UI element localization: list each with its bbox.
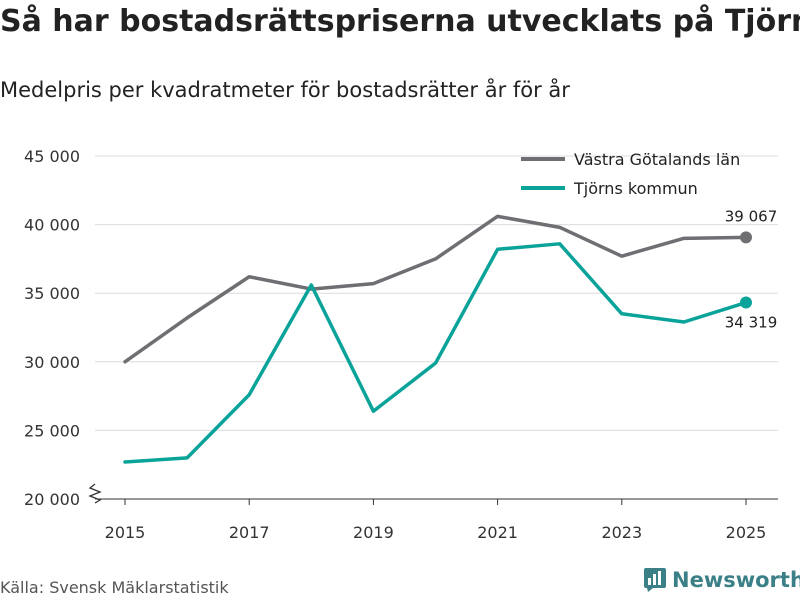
legend-label: Tjörns kommun: [573, 179, 698, 198]
x-axis: 2015 2017 2019 2021 2023 2025: [88, 483, 778, 542]
y-axis: 20 000 25 000 30 000 35 000 40 000 45 000: [24, 147, 80, 509]
y-tick-label: 35 000: [24, 284, 80, 303]
series-line: [123, 214, 748, 364]
legend: Västra Götalands län Tjörns kommun: [521, 150, 740, 198]
newsworthy-icon: [644, 568, 666, 592]
x-tick-label: 2017: [229, 523, 270, 542]
y-tick-label: 30 000: [24, 353, 80, 372]
grid-lines: [95, 155, 778, 431]
end-point: [740, 296, 752, 309]
brand-logo: Newsworthy: [644, 568, 800, 592]
y-tick-label: 20 000: [24, 490, 80, 509]
end-point: [740, 231, 752, 244]
chart-subtitle: Medelpris per kvadratmeter för bostadsrä…: [0, 78, 570, 102]
end-value-label: 34 319: [725, 314, 778, 332]
end-value-label: 39 067: [725, 207, 778, 225]
legend-label: Västra Götalands län: [574, 150, 740, 169]
source-note: Källa: Svensk Mäklarstatistik: [0, 578, 229, 597]
y-tick-label: 40 000: [24, 216, 80, 235]
x-tick-label: 2025: [726, 523, 767, 542]
series-line: [123, 242, 748, 464]
y-tick-label: 45 000: [24, 147, 80, 166]
y-tick-label: 25 000: [24, 421, 80, 440]
series-lines: 39 067 34 319: [123, 207, 778, 464]
chart-title: Så har bostadsrättspriserna utvecklats p…: [0, 4, 800, 39]
x-tick-label: 2019: [353, 523, 394, 542]
brand-name: Newsworthy: [672, 568, 800, 592]
x-tick-label: 2023: [601, 523, 642, 542]
x-tick-label: 2021: [477, 523, 518, 542]
x-tick-label: 2015: [105, 523, 146, 542]
axis-break-icon: [88, 483, 102, 504]
